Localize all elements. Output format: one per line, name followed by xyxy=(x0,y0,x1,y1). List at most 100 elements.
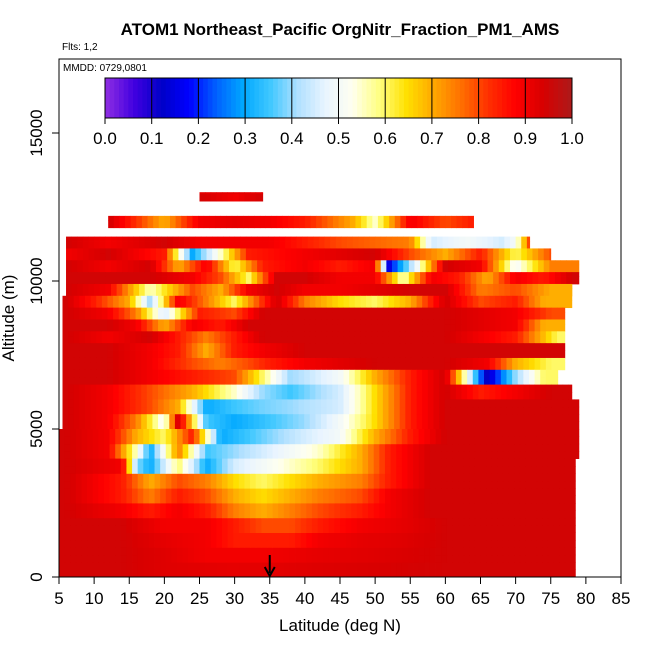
heatmap-cell xyxy=(554,288,561,297)
heatmap-cell xyxy=(343,331,350,337)
heatmap-cell xyxy=(510,260,517,266)
heatmap-cell xyxy=(487,283,494,289)
heatmap-cell xyxy=(523,414,530,422)
colorbar-swatch xyxy=(151,78,157,118)
heatmap-cell xyxy=(84,377,92,385)
heatmap-cell xyxy=(401,540,408,548)
heatmap-cell xyxy=(154,443,161,452)
heatmap-cell xyxy=(577,264,580,273)
heatmap-cell xyxy=(332,392,339,400)
heatmap-cell xyxy=(531,488,538,496)
heatmap-cell xyxy=(362,547,369,556)
heatmap-cell xyxy=(73,421,80,430)
heatmap-cell xyxy=(126,473,133,482)
heatmap-cell xyxy=(362,562,369,570)
heatmap-cell xyxy=(182,480,189,489)
heatmap-cell xyxy=(469,540,476,548)
heatmap-cell xyxy=(521,283,528,289)
heatmap-cell xyxy=(332,414,339,422)
heatmap-cell xyxy=(119,215,126,221)
heatmap-cell xyxy=(199,193,206,202)
heatmap-cell xyxy=(347,264,354,273)
chart-title: ATOM1 Northeast_Pacific OrgNitr_Fraction… xyxy=(121,20,560,39)
heatmap-cell xyxy=(163,319,170,325)
heatmap-cell xyxy=(559,495,566,504)
heatmap-cell xyxy=(351,436,358,445)
heatmap-cell xyxy=(223,248,230,254)
heatmap-cell xyxy=(338,220,345,229)
heatmap-cell xyxy=(262,241,269,249)
heatmap-cell xyxy=(337,377,344,385)
heatmap-cell xyxy=(502,569,509,578)
heatmap-cell xyxy=(219,295,226,301)
heatmap-cell xyxy=(115,562,122,570)
heatmap-cell xyxy=(113,323,120,332)
heatmap-cell xyxy=(508,480,515,489)
heatmap-cell xyxy=(233,562,240,570)
heatmap-cell xyxy=(250,547,257,556)
heatmap-cell xyxy=(199,562,206,570)
heatmap-cell xyxy=(407,443,414,452)
heatmap-cell xyxy=(427,392,434,400)
heatmap-cell xyxy=(360,295,367,301)
heatmap-cell xyxy=(276,343,283,351)
heatmap-cell xyxy=(388,357,395,363)
heatmap-cell xyxy=(195,264,202,273)
heatmap-cell xyxy=(150,288,157,297)
heatmap-cell xyxy=(132,510,139,519)
heatmap-cell xyxy=(197,384,204,393)
heatmap-cell xyxy=(94,260,101,266)
heatmap-cell xyxy=(180,312,187,320)
heatmap-cell xyxy=(68,300,75,309)
heatmap-cell xyxy=(146,392,153,400)
heatmap-cell xyxy=(278,554,285,563)
heatmap-cell xyxy=(540,331,547,337)
heatmap-cell xyxy=(295,517,302,526)
heatmap-cell xyxy=(542,429,549,437)
heatmap-cell xyxy=(289,466,296,474)
heatmap-cell xyxy=(309,362,316,371)
heatmap-cell xyxy=(167,272,174,277)
heatmap-cell xyxy=(408,276,415,285)
heatmap-cell xyxy=(205,540,212,548)
heatmap-cell xyxy=(334,547,341,556)
heatmap-cell xyxy=(279,260,286,266)
heatmap-cell xyxy=(469,517,476,526)
heatmap-cell xyxy=(554,283,561,289)
heatmap-cell xyxy=(199,510,206,519)
heatmap-cell xyxy=(165,510,172,519)
colorbar-swatch xyxy=(403,78,410,118)
heatmap-cell xyxy=(210,554,217,563)
heatmap-cell xyxy=(283,517,290,526)
x-tick-label: 80 xyxy=(576,589,595,608)
heatmap-cell xyxy=(401,554,408,563)
heatmap-cell xyxy=(570,436,577,445)
heatmap-cell xyxy=(332,220,339,229)
heatmap-cell xyxy=(137,540,144,548)
heatmap-cell xyxy=(122,260,129,266)
heatmap-cell xyxy=(105,283,112,289)
heatmap-cell xyxy=(360,307,367,313)
heatmap-cell xyxy=(132,466,139,474)
heatmap-cell xyxy=(186,331,193,337)
heatmap-cell xyxy=(345,466,352,474)
heatmap-cell xyxy=(98,429,105,437)
heatmap-cell xyxy=(386,248,393,254)
heatmap-cell xyxy=(236,406,243,415)
heatmap-cell xyxy=(253,362,260,371)
heatmap-cell xyxy=(326,377,333,385)
heatmap-cell xyxy=(311,429,318,437)
heatmap-cell xyxy=(153,220,160,229)
heatmap-cell xyxy=(171,473,178,482)
heatmap-cell xyxy=(300,569,307,578)
heatmap-cell xyxy=(408,241,415,249)
heatmap-cell xyxy=(400,215,407,221)
heatmap-cell xyxy=(429,451,436,459)
heatmap-cell xyxy=(557,369,559,378)
heatmap-cell xyxy=(486,517,493,526)
heatmap-cell xyxy=(127,248,134,254)
heatmap-cell xyxy=(344,215,351,221)
heatmap-cell xyxy=(506,414,513,422)
heatmap-cell xyxy=(205,517,212,526)
heatmap-cell xyxy=(559,451,566,459)
